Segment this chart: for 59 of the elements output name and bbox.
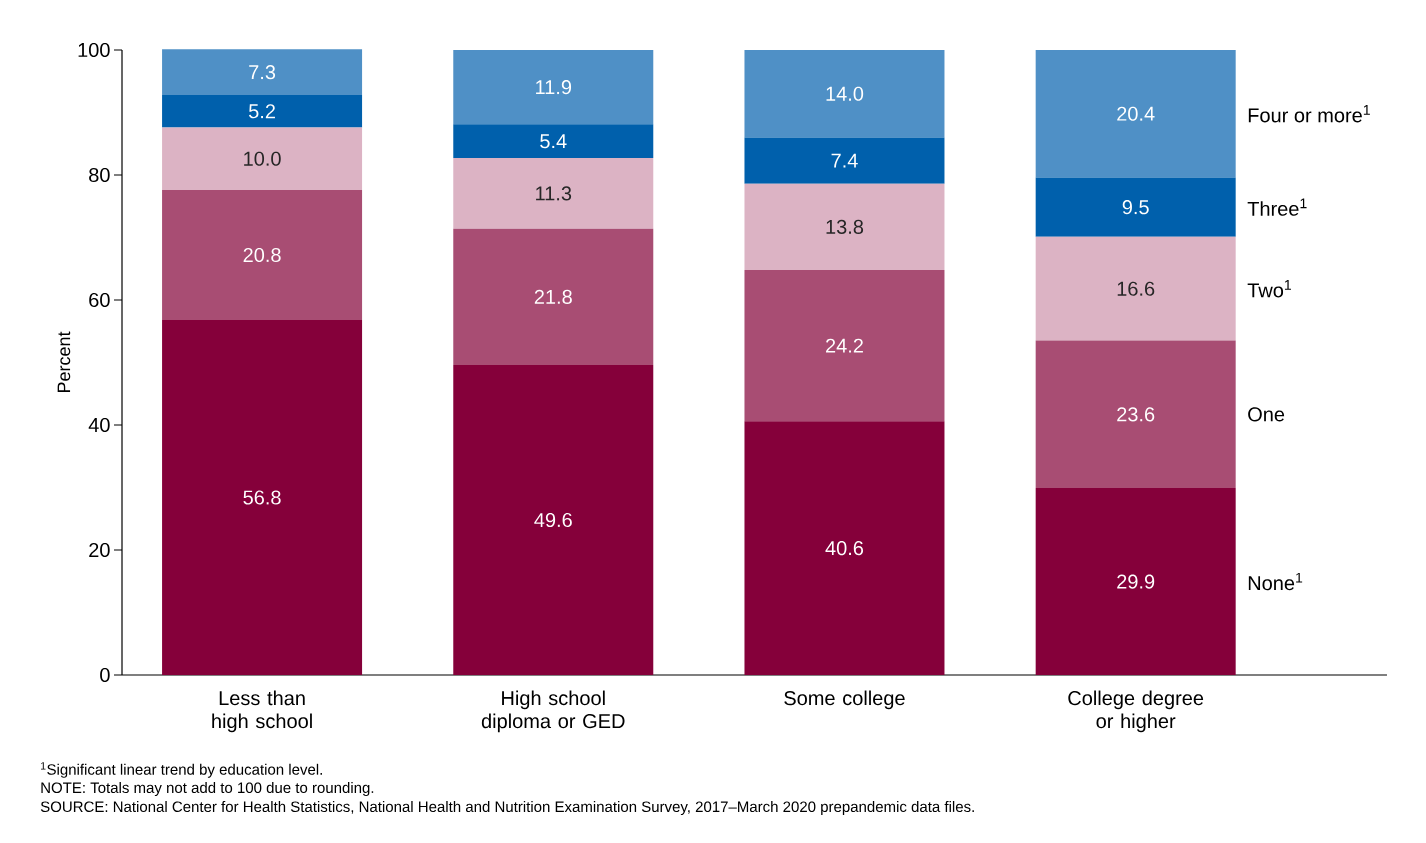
data-label: 9.5 (1122, 200, 1149, 215)
bar (453, 124, 654, 159)
data-label: 7.4 (831, 153, 858, 168)
x-tick-label: High school diploma or GED (481, 690, 625, 733)
bar (453, 364, 654, 675)
bar (1035, 340, 1236, 489)
data-label: 5.2 (248, 104, 275, 119)
data-label: 21.8 (534, 289, 572, 304)
text: NOTE: Totals may not add to 100 due to rounding. (41, 782, 374, 796)
bar (453, 49, 654, 125)
y-tick-label: 0 (100, 667, 110, 683)
y-axis-title: Percent (57, 331, 71, 393)
data-label: 20.8 (243, 247, 281, 263)
data-label: 24.2 (826, 338, 863, 353)
bar (162, 94, 363, 128)
bar (744, 269, 945, 422)
series-label: Two$^{1}$ (1247, 280, 1291, 298)
x-tick-label: Less than high school (212, 690, 312, 733)
text: $^{1}$Significant linear trend by education level. (41, 762, 322, 778)
data-label: 7.3 (249, 65, 276, 80)
data-label: 20.4 (1117, 106, 1155, 121)
bar (744, 183, 945, 270)
bar (1035, 49, 1236, 178)
series-label: Three$^{1}$ (1247, 198, 1307, 216)
y-tick-label: 20 (89, 542, 110, 558)
data-label: 23.6 (1117, 407, 1155, 422)
data-label: 10.0 (244, 151, 281, 166)
bar (453, 228, 654, 365)
x-tick-label: Some college (784, 690, 905, 710)
y-tick-label: 100 (78, 42, 110, 58)
series-label: None$^{1}$ (1248, 572, 1303, 591)
bar (162, 127, 363, 190)
source-note: SOURCE: National Center for Health Statistics, National Health and Nutrition Examination Survey, 2017–March 2020 prepandemic data files. (40, 801, 974, 815)
data-label: 14.0 (826, 86, 864, 101)
series-label: Four or more$^{1}$ (1248, 105, 1370, 123)
y-tick-label: 60 (89, 292, 110, 308)
bar (162, 189, 363, 320)
bar (744, 137, 945, 184)
y-tick-label: 80 (89, 167, 110, 183)
bar (744, 49, 945, 138)
bar (453, 158, 654, 229)
data-label: 11.9 (536, 80, 572, 95)
bar (1035, 177, 1236, 237)
data-label: 11.3 (536, 186, 572, 201)
series-label: One (1248, 407, 1285, 422)
bar (162, 319, 363, 675)
data-label: 56.8 (243, 490, 281, 505)
y-tick-label: 40 (88, 417, 110, 433)
data-label: 5.4 (540, 134, 567, 149)
data-label: 16.6 (1117, 281, 1155, 296)
data-label: 49.6 (534, 512, 572, 528)
bar (1035, 488, 1236, 675)
data-label: 13.8 (826, 219, 864, 234)
x-tick-label: College degree or higher (1068, 690, 1204, 733)
bar (744, 421, 945, 675)
bar (1035, 236, 1236, 341)
data-label: 29.9 (1117, 574, 1155, 589)
data-label: 40.6 (825, 541, 864, 556)
bar (162, 49, 363, 95)
